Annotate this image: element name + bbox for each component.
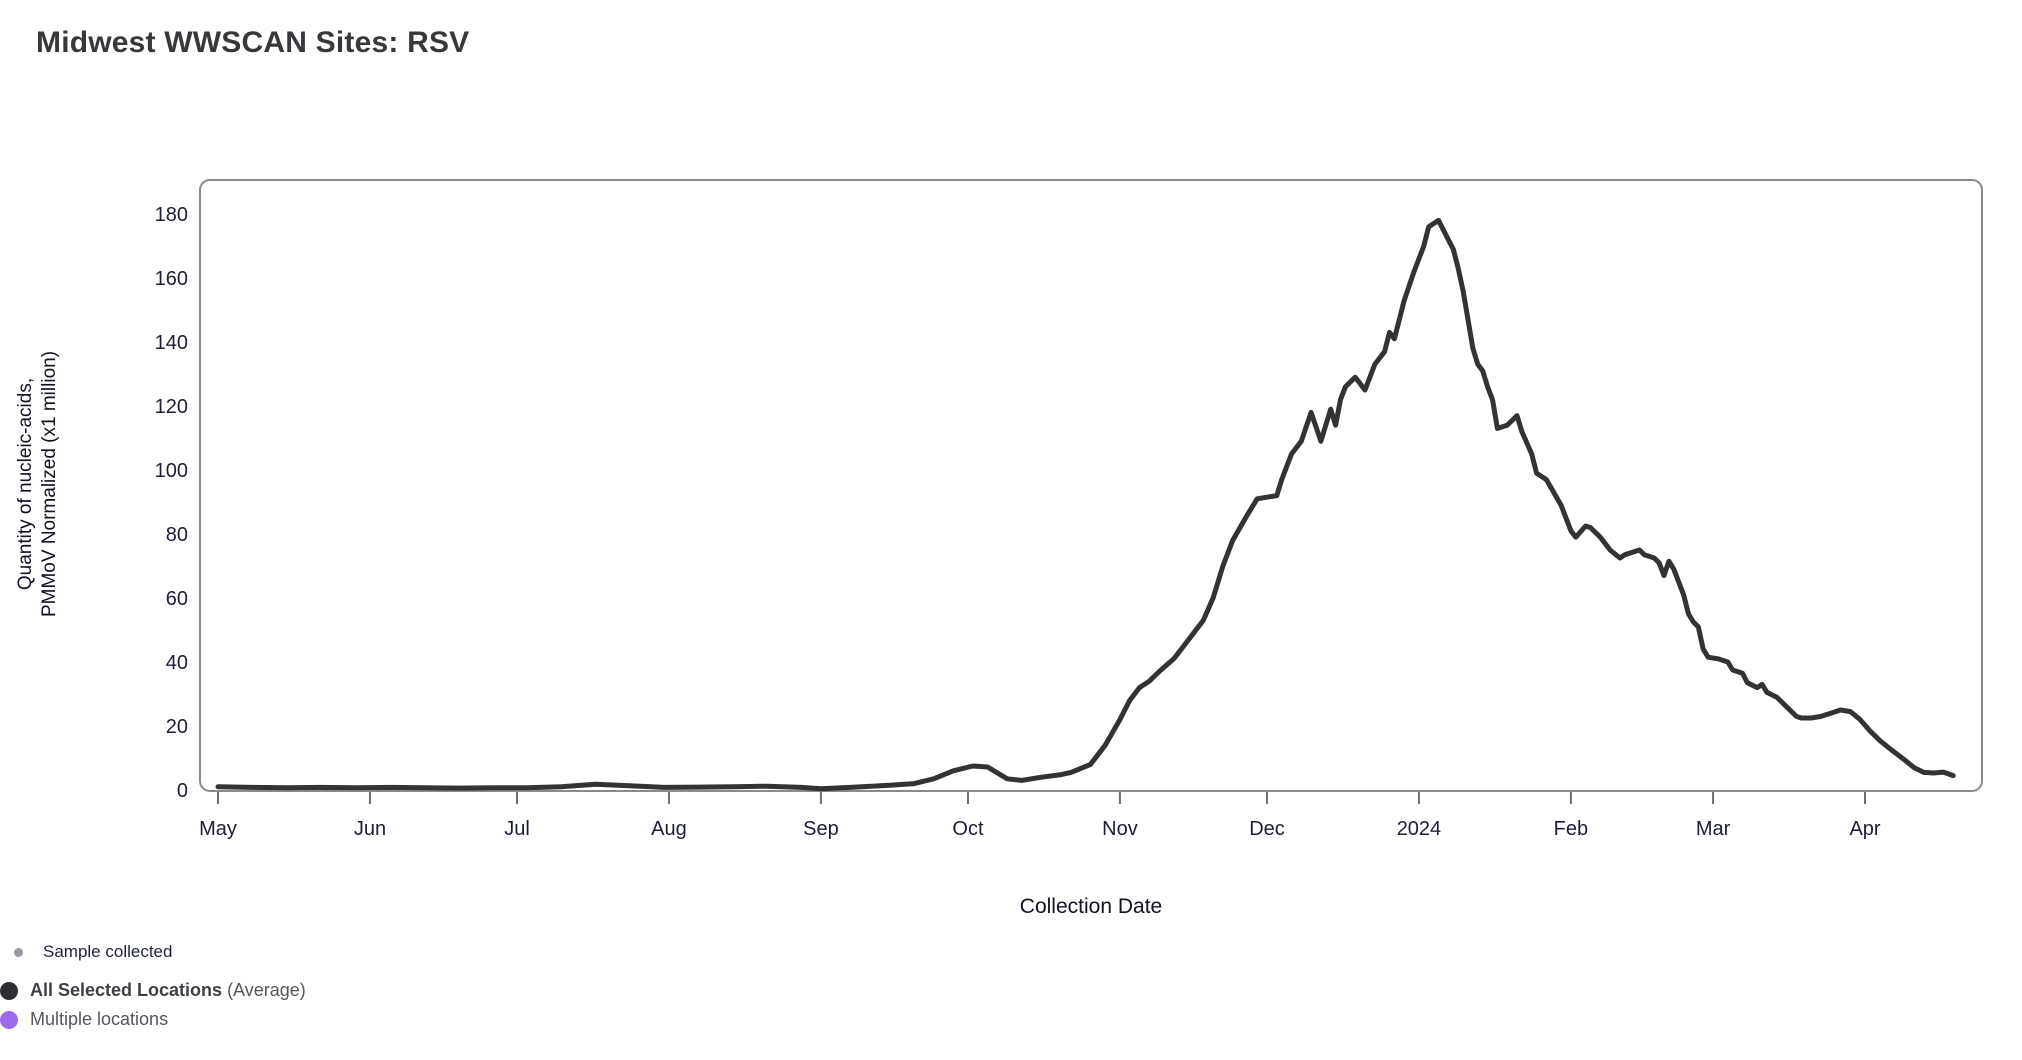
x-tick-label: Feb <box>1554 818 1588 840</box>
legend-item-sample-collected: Sample collected <box>0 942 600 962</box>
legend-item-multiple-locations: Multiple locations <box>0 1009 600 1030</box>
x-tick-label: Sep <box>803 818 839 840</box>
x-tick-label: Jun <box>354 818 386 840</box>
y-axis-title-line2: PMMoV Normalized (x1 million) <box>39 350 60 618</box>
chart-legend: Sample collected All Selected Locations … <box>0 942 600 1038</box>
plot-frame <box>199 179 1983 792</box>
x-tick-label: Oct <box>952 818 984 840</box>
y-tick-label: 180 <box>155 204 188 226</box>
page-title: Midwest WWSCAN Sites: RSV <box>36 26 470 59</box>
y-tick-label: 60 <box>166 588 188 610</box>
legend-all-locations-label: All Selected Locations (Average) <box>30 980 306 1000</box>
y-tick-label: 120 <box>155 396 188 418</box>
x-tick-label: Aug <box>651 818 687 840</box>
sample-collected-dot-icon <box>14 947 23 957</box>
average-trend-line <box>215 217 1956 792</box>
y-tick-label: 0 <box>177 780 188 802</box>
legend-item-all-locations: All Selected Locations (Average) <box>0 980 600 1001</box>
all-locations-dot-icon <box>0 981 18 1000</box>
x-tick-label: May <box>199 818 237 840</box>
legend-multiple-locations-label: Multiple locations <box>30 1009 169 1029</box>
x-tick-label: Mar <box>1696 818 1731 840</box>
legend-sample-label: Sample collected <box>43 942 173 961</box>
x-tick-label: 2024 <box>1397 818 1442 840</box>
y-axis-title: Quantity of nucleic-acids, PMMoV Normali… <box>14 234 62 734</box>
multiple-locations-dot-icon <box>0 1010 18 1029</box>
y-tick-label: 80 <box>166 524 188 546</box>
y-tick-label: 40 <box>166 652 188 674</box>
y-tick-label: 100 <box>155 460 188 482</box>
y-axis-title-line1: Quantity of nucleic-acids, <box>15 377 36 591</box>
x-axis-title: Collection Date <box>1019 895 1163 918</box>
y-tick-label: 140 <box>155 332 188 354</box>
y-tick-label: 20 <box>166 716 188 738</box>
x-tick-label: Apr <box>1849 818 1880 840</box>
x-tick-label: Nov <box>1102 818 1138 840</box>
x-tick-label: Jul <box>504 818 530 840</box>
y-tick-label: 160 <box>155 268 188 290</box>
x-tick-label: Dec <box>1249 818 1285 840</box>
